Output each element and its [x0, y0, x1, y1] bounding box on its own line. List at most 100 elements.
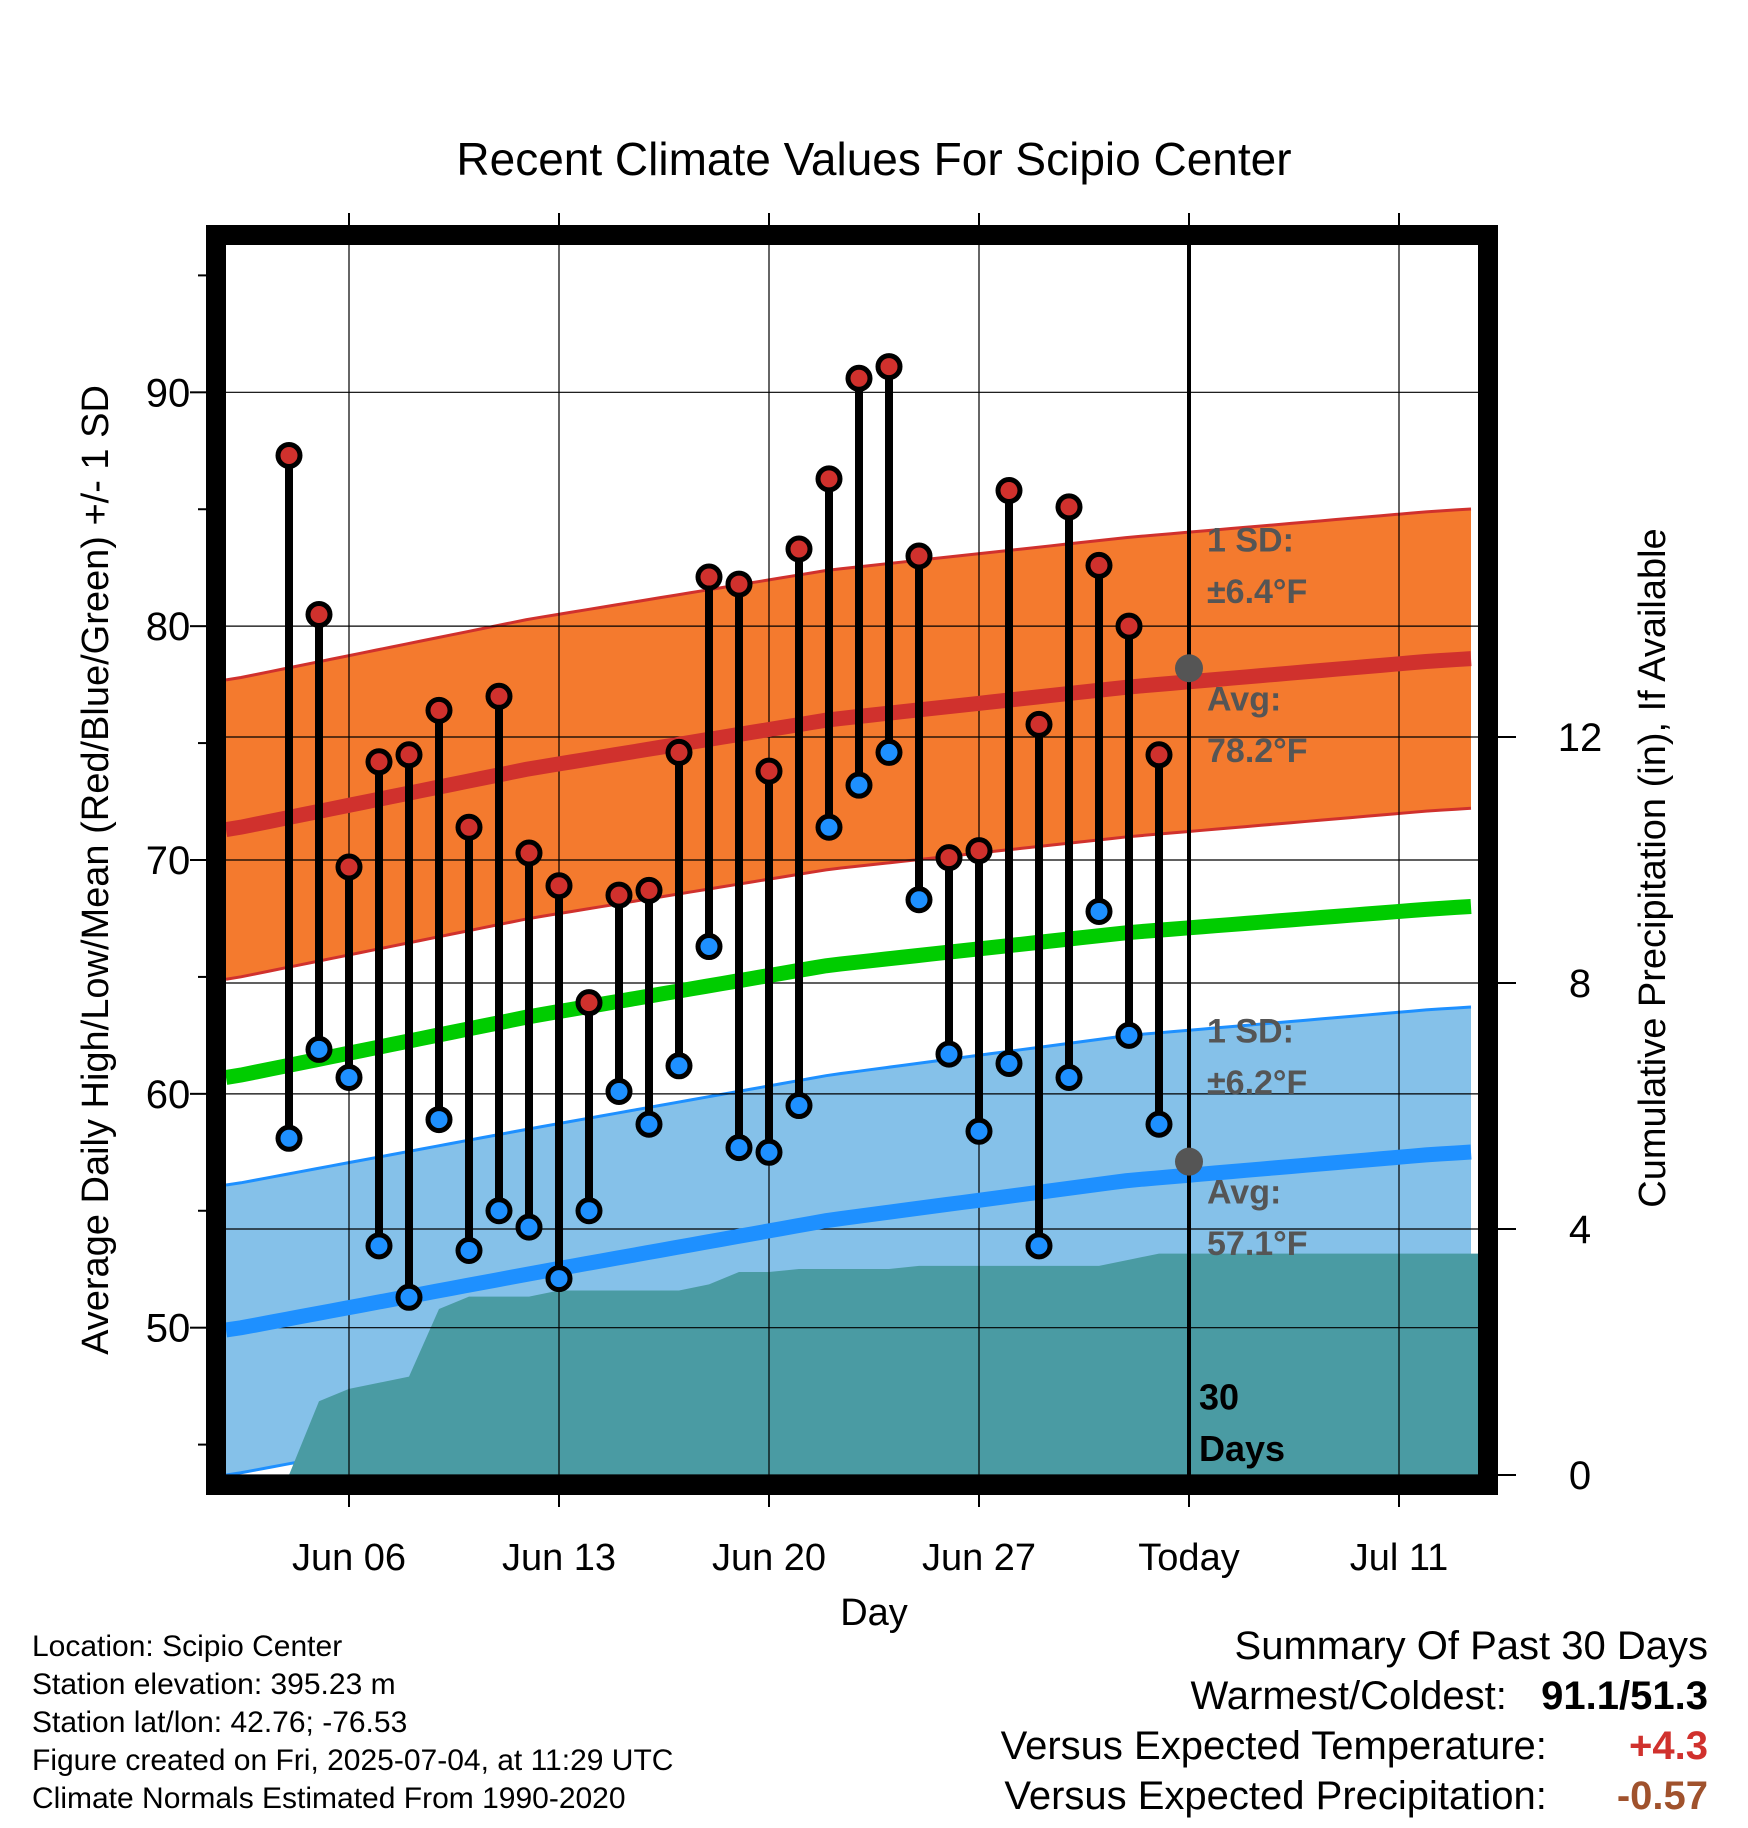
- low-temp-point: [695, 933, 723, 961]
- low-temp-point: [815, 813, 843, 841]
- normal-mean-line: [226, 899, 1472, 1085]
- x-tick-label: Today: [1138, 1537, 1239, 1579]
- high-temp-point: [695, 563, 723, 591]
- low-temp-point: [485, 1197, 513, 1225]
- summary-warmest-coldest: Warmest/Coldest: 91.1/51.3: [1191, 1674, 1709, 1719]
- low-avg-value: 57.1°F: [1207, 1225, 1308, 1263]
- high-temp-point: [605, 881, 633, 909]
- high-temp-point: [935, 844, 963, 872]
- high-temp-point: [785, 535, 813, 563]
- low-avg-label: Avg:: [1207, 1174, 1281, 1212]
- y2-tick-label: 12: [1558, 716, 1603, 760]
- high-temp-point: [395, 741, 423, 769]
- y-axis-label-left: Average Daily High/Low/Mean (Red/Blue/Gr…: [75, 385, 117, 1355]
- summary-title: Summary Of Past 30 Days: [1234, 1624, 1708, 1668]
- x-tick-label: Jul 11: [1350, 1537, 1449, 1579]
- high-sd-label: 1 SD:: [1207, 521, 1294, 559]
- low-temp-point: [755, 1138, 783, 1166]
- low-temp-point: [665, 1052, 693, 1080]
- location-text: Location: Scipio Center: [32, 1630, 343, 1663]
- low-temp-point: [635, 1110, 663, 1138]
- y-axis-label-right: Cumulative Precipitation (in), If Availa…: [1632, 528, 1674, 1207]
- y2-tick-label: 0: [1569, 1454, 1591, 1498]
- low-sd-label: 1 SD:: [1207, 1012, 1294, 1050]
- low-temp-point: [995, 1049, 1023, 1077]
- low-temp-point: [1115, 1021, 1143, 1049]
- low-temp-point: [545, 1265, 573, 1293]
- high-sd-value: ±6.4°F: [1207, 573, 1307, 611]
- summary-temp-departure: Versus Expected Temperature: +4.3: [1001, 1724, 1708, 1769]
- high-temp-point: [635, 876, 663, 904]
- warmest-coldest-label: Warmest/Coldest:: [1190, 1674, 1507, 1718]
- x-tick-label: Jun 27: [922, 1537, 1036, 1579]
- low-sd-upper-edge: [226, 1005, 1472, 1187]
- precip-area: [289, 1253, 1478, 1475]
- y-tick-label: 60: [146, 1073, 191, 1117]
- y-tick-label: 50: [146, 1307, 191, 1351]
- low-temp-point: [515, 1213, 543, 1241]
- x-tick-label: Jun 13: [502, 1537, 616, 1579]
- low-temp-point: [845, 771, 873, 799]
- low-temp-point: [575, 1197, 603, 1225]
- chart-title: Recent Climate Values For Scipio Center: [456, 133, 1291, 185]
- low-temp-point: [425, 1106, 453, 1134]
- x-tick-label: Jun 20: [712, 1537, 826, 1579]
- days-word-label: Days: [1199, 1428, 1285, 1469]
- high-temp-point: [1145, 741, 1173, 769]
- high-temp-point: [815, 465, 843, 493]
- high-temp-point: [545, 872, 573, 900]
- high-temp-point: [485, 682, 513, 710]
- low-temp-point: [725, 1134, 753, 1162]
- normals-text: Climate Normals Estimated From 1990-2020: [32, 1782, 626, 1815]
- low-temp-point: [1025, 1232, 1053, 1260]
- low-temp-point: [1145, 1110, 1173, 1138]
- high-sd-lower-edge: [226, 806, 1472, 981]
- high-avg-label: Avg:: [1207, 680, 1281, 718]
- high-temp-point: [455, 813, 483, 841]
- low-temp-point: [305, 1035, 333, 1063]
- low-temp-point: [905, 886, 933, 914]
- elevation-text: Station elevation: 395.23 m: [32, 1668, 396, 1701]
- low-temp-point: [365, 1232, 393, 1260]
- precip-departure-label: Versus Expected Precipitation:: [1004, 1774, 1547, 1818]
- low-temp-point: [935, 1040, 963, 1068]
- warmest-coldest-value: 91.1/51.3: [1541, 1674, 1708, 1718]
- summary-precip-departure: Versus Expected Precipitation: -0.57: [1004, 1774, 1708, 1819]
- low-temp-point: [395, 1283, 423, 1311]
- x-axis-label: Day: [840, 1592, 908, 1634]
- y2-tick-label: 4: [1569, 1208, 1591, 1252]
- high-avg-value: 78.2°F: [1207, 732, 1308, 770]
- low-temp-point: [275, 1124, 303, 1152]
- today-low-normal-marker: [1175, 1147, 1203, 1176]
- high-temp-point: [425, 696, 453, 724]
- low-temp-point: [455, 1237, 483, 1265]
- low-temp-point: [785, 1092, 813, 1120]
- high-temp-point: [335, 853, 363, 881]
- created-text: Figure created on Fri, 2025-07-04, at 11…: [32, 1744, 674, 1777]
- high-temp-point: [515, 839, 543, 867]
- high-temp-point: [275, 441, 303, 469]
- low-temp-point: [1085, 897, 1113, 925]
- normal-low-line: [226, 1144, 1472, 1338]
- temp-departure-value: +4.3: [1629, 1724, 1708, 1768]
- y-tick-label: 90: [146, 371, 191, 415]
- low-sd-value: ±6.2°F: [1207, 1064, 1307, 1102]
- low-temp-point: [335, 1063, 363, 1091]
- high-temp-point: [725, 570, 753, 598]
- days-count-label: 30: [1199, 1377, 1239, 1418]
- high-temp-point: [995, 477, 1023, 505]
- high-temp-point: [965, 837, 993, 865]
- high-temp-point: [1085, 551, 1113, 579]
- high-sd-upper-edge: [226, 507, 1472, 682]
- y-tick-label: 70: [146, 839, 191, 883]
- high-temp-point: [875, 353, 903, 381]
- low-temp-point: [605, 1078, 633, 1106]
- low-temp-point: [875, 738, 903, 766]
- high-temp-point: [365, 748, 393, 776]
- normal-high-line: [226, 651, 1472, 838]
- temp-departure-label: Versus Expected Temperature:: [1000, 1724, 1547, 1768]
- high-temp-point: [845, 364, 873, 392]
- high-temp-point: [1115, 612, 1143, 640]
- high-temp-point: [665, 738, 693, 766]
